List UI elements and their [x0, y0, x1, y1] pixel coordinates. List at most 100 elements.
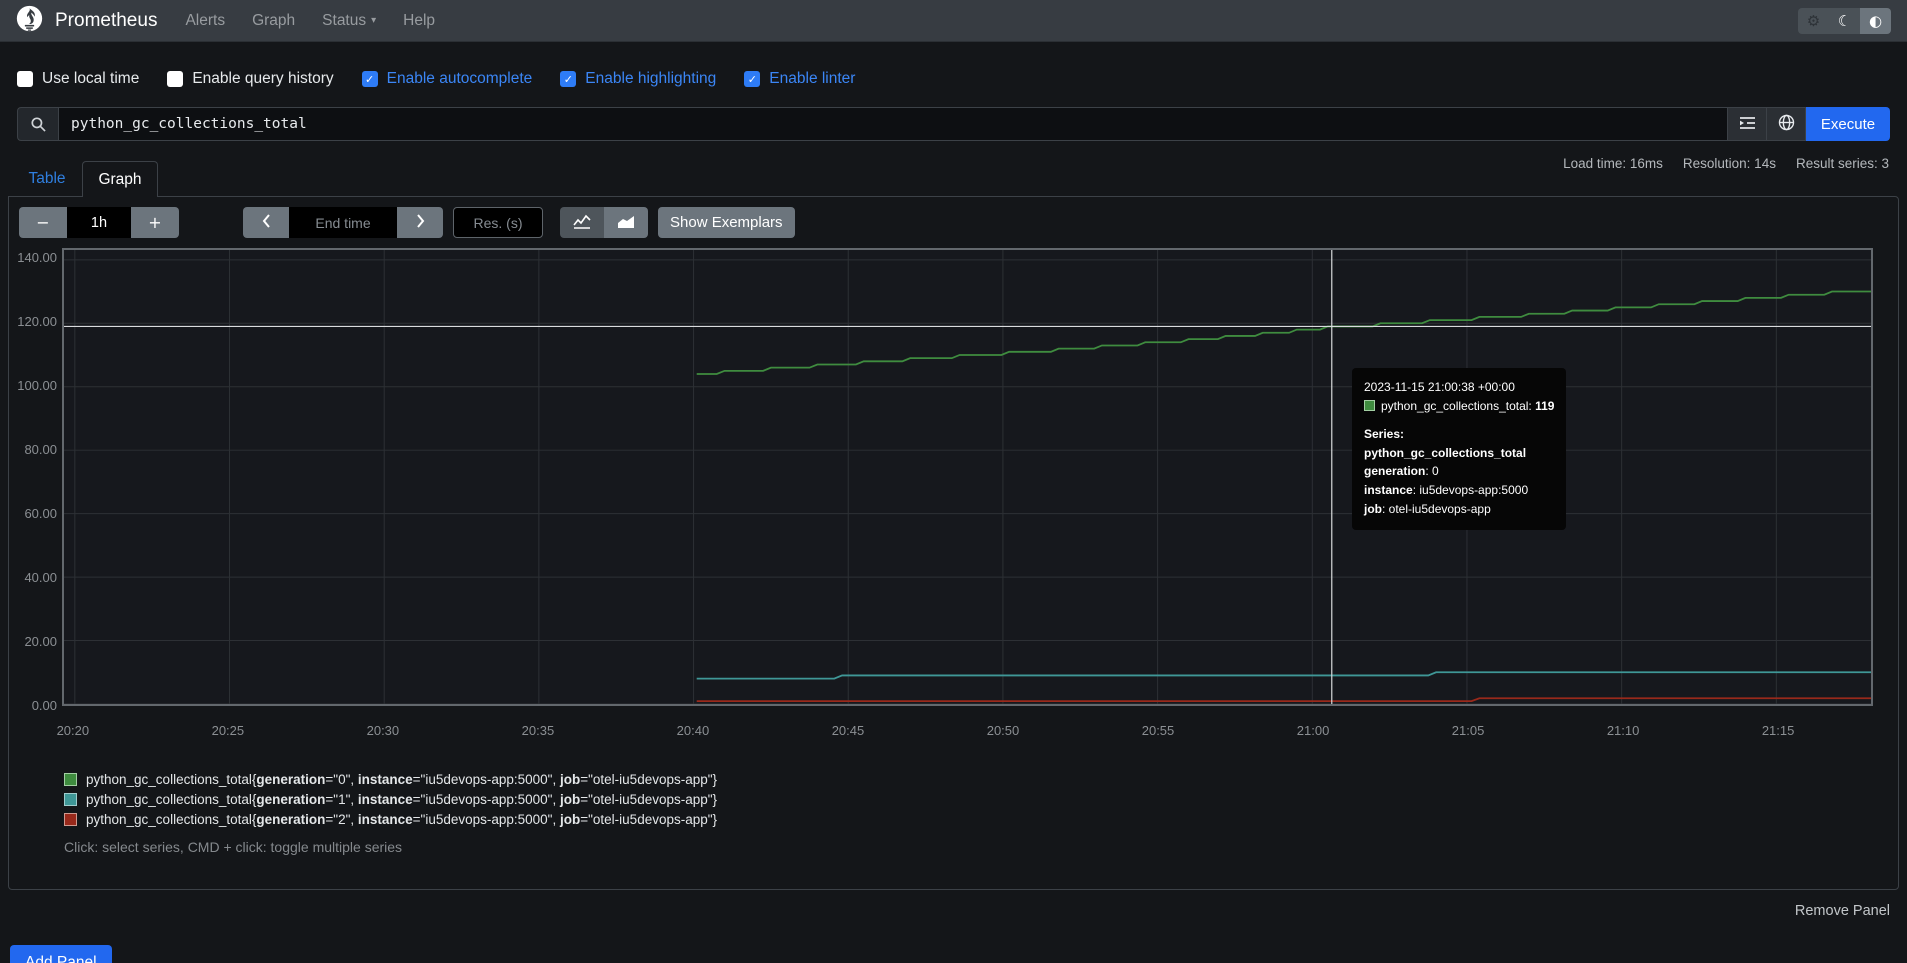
show-exemplars-button[interactable]: Show Exemplars	[658, 207, 795, 238]
checkbox-checked-icon[interactable]: ✓	[744, 71, 761, 87]
tab-graph[interactable]: Graph	[82, 161, 158, 197]
query-stats: Load time: 16ms Resolution: 14s Result s…	[1563, 156, 1889, 171]
x-tick-label: 20:25	[211, 723, 245, 738]
option-label: Use local time	[42, 70, 140, 87]
moon-icon: ☾	[1837, 11, 1852, 30]
x-tick-label: 20:50	[986, 723, 1020, 738]
y-tick-label: 40.00	[24, 569, 57, 585]
legend-swatch	[64, 793, 77, 806]
checkbox-checked-icon[interactable]: ✓	[560, 71, 577, 87]
time-forward-button[interactable]	[397, 207, 443, 238]
legend-hint: Click: select series, CMD + click: toggl…	[64, 839, 403, 855]
x-tick-label: 21:15	[1761, 723, 1795, 738]
nav-links: Alerts Graph Status ▾ Help	[185, 12, 435, 30]
option-enable-autocomplete[interactable]: ✓ Enable autocomplete	[361, 70, 533, 88]
legend-label: python_gc_collections_total{generation="…	[86, 772, 718, 787]
option-label: Enable autocomplete	[386, 70, 533, 87]
brand-name: Prometheus	[55, 9, 158, 31]
chart-plot-area[interactable]: 2023-11-15 21:00:38 +00:00 python_gc_col…	[62, 248, 1873, 706]
tooltip-series-metric: python_gc_collections_total	[1364, 445, 1527, 460]
line-chart-toggle-button[interactable]	[560, 207, 604, 238]
dark-theme-button[interactable]: ☾	[1829, 7, 1860, 34]
chevron-down-icon: ▾	[371, 15, 377, 26]
checkbox-checked-icon[interactable]: ✓	[361, 71, 378, 87]
stacked-chart-toggle-button[interactable]	[604, 207, 648, 238]
brand[interactable]: Prometheus	[16, 5, 157, 37]
legend-item[interactable]: python_gc_collections_total{generation="…	[64, 792, 717, 807]
legend-label: python_gc_collections_total{generation="…	[86, 812, 718, 827]
theme-controls: ⚙ ☾ ◐	[1798, 7, 1891, 34]
y-tick-label: 0.00	[31, 698, 57, 713]
checkbox-unchecked-icon[interactable]	[17, 71, 33, 87]
range-input[interactable]	[67, 207, 131, 238]
tooltip-metric-value: python_gc_collections_total: 119	[1381, 398, 1555, 413]
x-tick-label: 20:20	[56, 723, 90, 738]
series-line[interactable]	[696, 697, 1871, 703]
add-panel-button[interactable]: Add Panel	[10, 945, 112, 963]
range-group: − +	[19, 207, 179, 238]
chevron-right-icon	[416, 213, 425, 232]
x-tick-label: 21:05	[1451, 723, 1485, 738]
options-row: Use local time Enable query history ✓ Enabl…	[17, 70, 855, 88]
time-back-button[interactable]	[243, 207, 289, 238]
y-tick-label: 120.00	[17, 313, 57, 329]
x-tick-label: 20:30	[366, 723, 400, 738]
tooltip-series-heading: Series:	[1364, 427, 1405, 442]
tooltip-label: job: otel-iu5devops-app	[1364, 501, 1491, 516]
format-expression-button[interactable]	[1728, 107, 1767, 141]
gear-icon: ⚙	[1806, 11, 1821, 30]
chevron-left-icon	[262, 213, 271, 232]
legend-item[interactable]: python_gc_collections_total{generation="…	[64, 812, 717, 827]
legend-label: python_gc_collections_total{generation="…	[86, 792, 718, 807]
x-tick-label: 20:40	[676, 723, 710, 738]
globe-icon	[1778, 114, 1795, 134]
chart-legend: python_gc_collections_total{generation="…	[64, 772, 717, 855]
range-increase-button[interactable]: +	[131, 207, 179, 238]
tooltip-time: 2023-11-15 21:00:38 +00:00	[1364, 380, 1515, 394]
end-time-group	[243, 207, 443, 238]
line-chart-icon	[573, 214, 591, 232]
option-enable-query-history[interactable]: Enable query history	[167, 70, 334, 88]
range-decrease-button[interactable]: −	[19, 207, 67, 238]
option-label: Enable highlighting	[585, 70, 717, 87]
nav-link-status[interactable]: Status ▾	[322, 11, 377, 29]
x-tick-label: 21:10	[1606, 723, 1640, 738]
query-input[interactable]	[58, 107, 1728, 141]
query-bar: Execute	[17, 107, 1890, 141]
tooltip-series-swatch	[1364, 400, 1375, 412]
graph-panel: − +	[8, 196, 1899, 890]
series-line[interactable]	[696, 671, 1871, 680]
settings-button[interactable]: ⚙	[1798, 7, 1829, 34]
option-label: Enable query history	[192, 70, 334, 87]
stacked-chart-icon	[617, 214, 635, 232]
navbar: Prometheus Alerts Graph Status ▾ Help ⚙ ☾ ◐	[0, 0, 1907, 42]
chart-canvas[interactable]	[64, 250, 1871, 704]
y-tick-label: 80.00	[24, 441, 57, 457]
half-circle-icon: ◐	[1868, 11, 1883, 30]
y-tick-label: 100.00	[17, 377, 57, 393]
tooltip-label: instance: iu5devops-app:5000	[1364, 482, 1529, 497]
legend-swatch	[64, 773, 77, 786]
y-tick-label: 60.00	[24, 505, 57, 521]
x-tick-label: 20:35	[521, 723, 555, 738]
option-enable-highlighting[interactable]: ✓ Enable highlighting	[560, 70, 716, 88]
remove-panel-link[interactable]: Remove Panel	[1794, 903, 1890, 919]
auto-theme-button[interactable]: ◐	[1860, 7, 1891, 34]
x-tick-label: 20:55	[1141, 723, 1175, 738]
option-enable-linter[interactable]: ✓ Enable linter	[744, 70, 855, 88]
option-use-local-time[interactable]: Use local time	[17, 70, 139, 88]
y-tick-label: 140.00	[17, 249, 57, 265]
metrics-explorer-button[interactable]	[1767, 107, 1806, 141]
graph-controls: − +	[19, 207, 795, 238]
series-line[interactable]	[696, 290, 1871, 375]
nav-link-alerts[interactable]: Alerts	[185, 11, 226, 29]
end-time-input[interactable]	[289, 207, 397, 238]
option-label: Enable linter	[769, 70, 856, 87]
legend-item[interactable]: python_gc_collections_total{generation="…	[64, 772, 717, 787]
execute-button[interactable]: Execute	[1806, 107, 1890, 141]
nav-link-graph[interactable]: Graph	[252, 11, 296, 29]
tab-table[interactable]: Table	[28, 169, 66, 187]
resolution-input[interactable]	[453, 207, 543, 238]
checkbox-unchecked-icon[interactable]	[167, 71, 184, 87]
nav-link-help[interactable]: Help	[403, 11, 436, 29]
